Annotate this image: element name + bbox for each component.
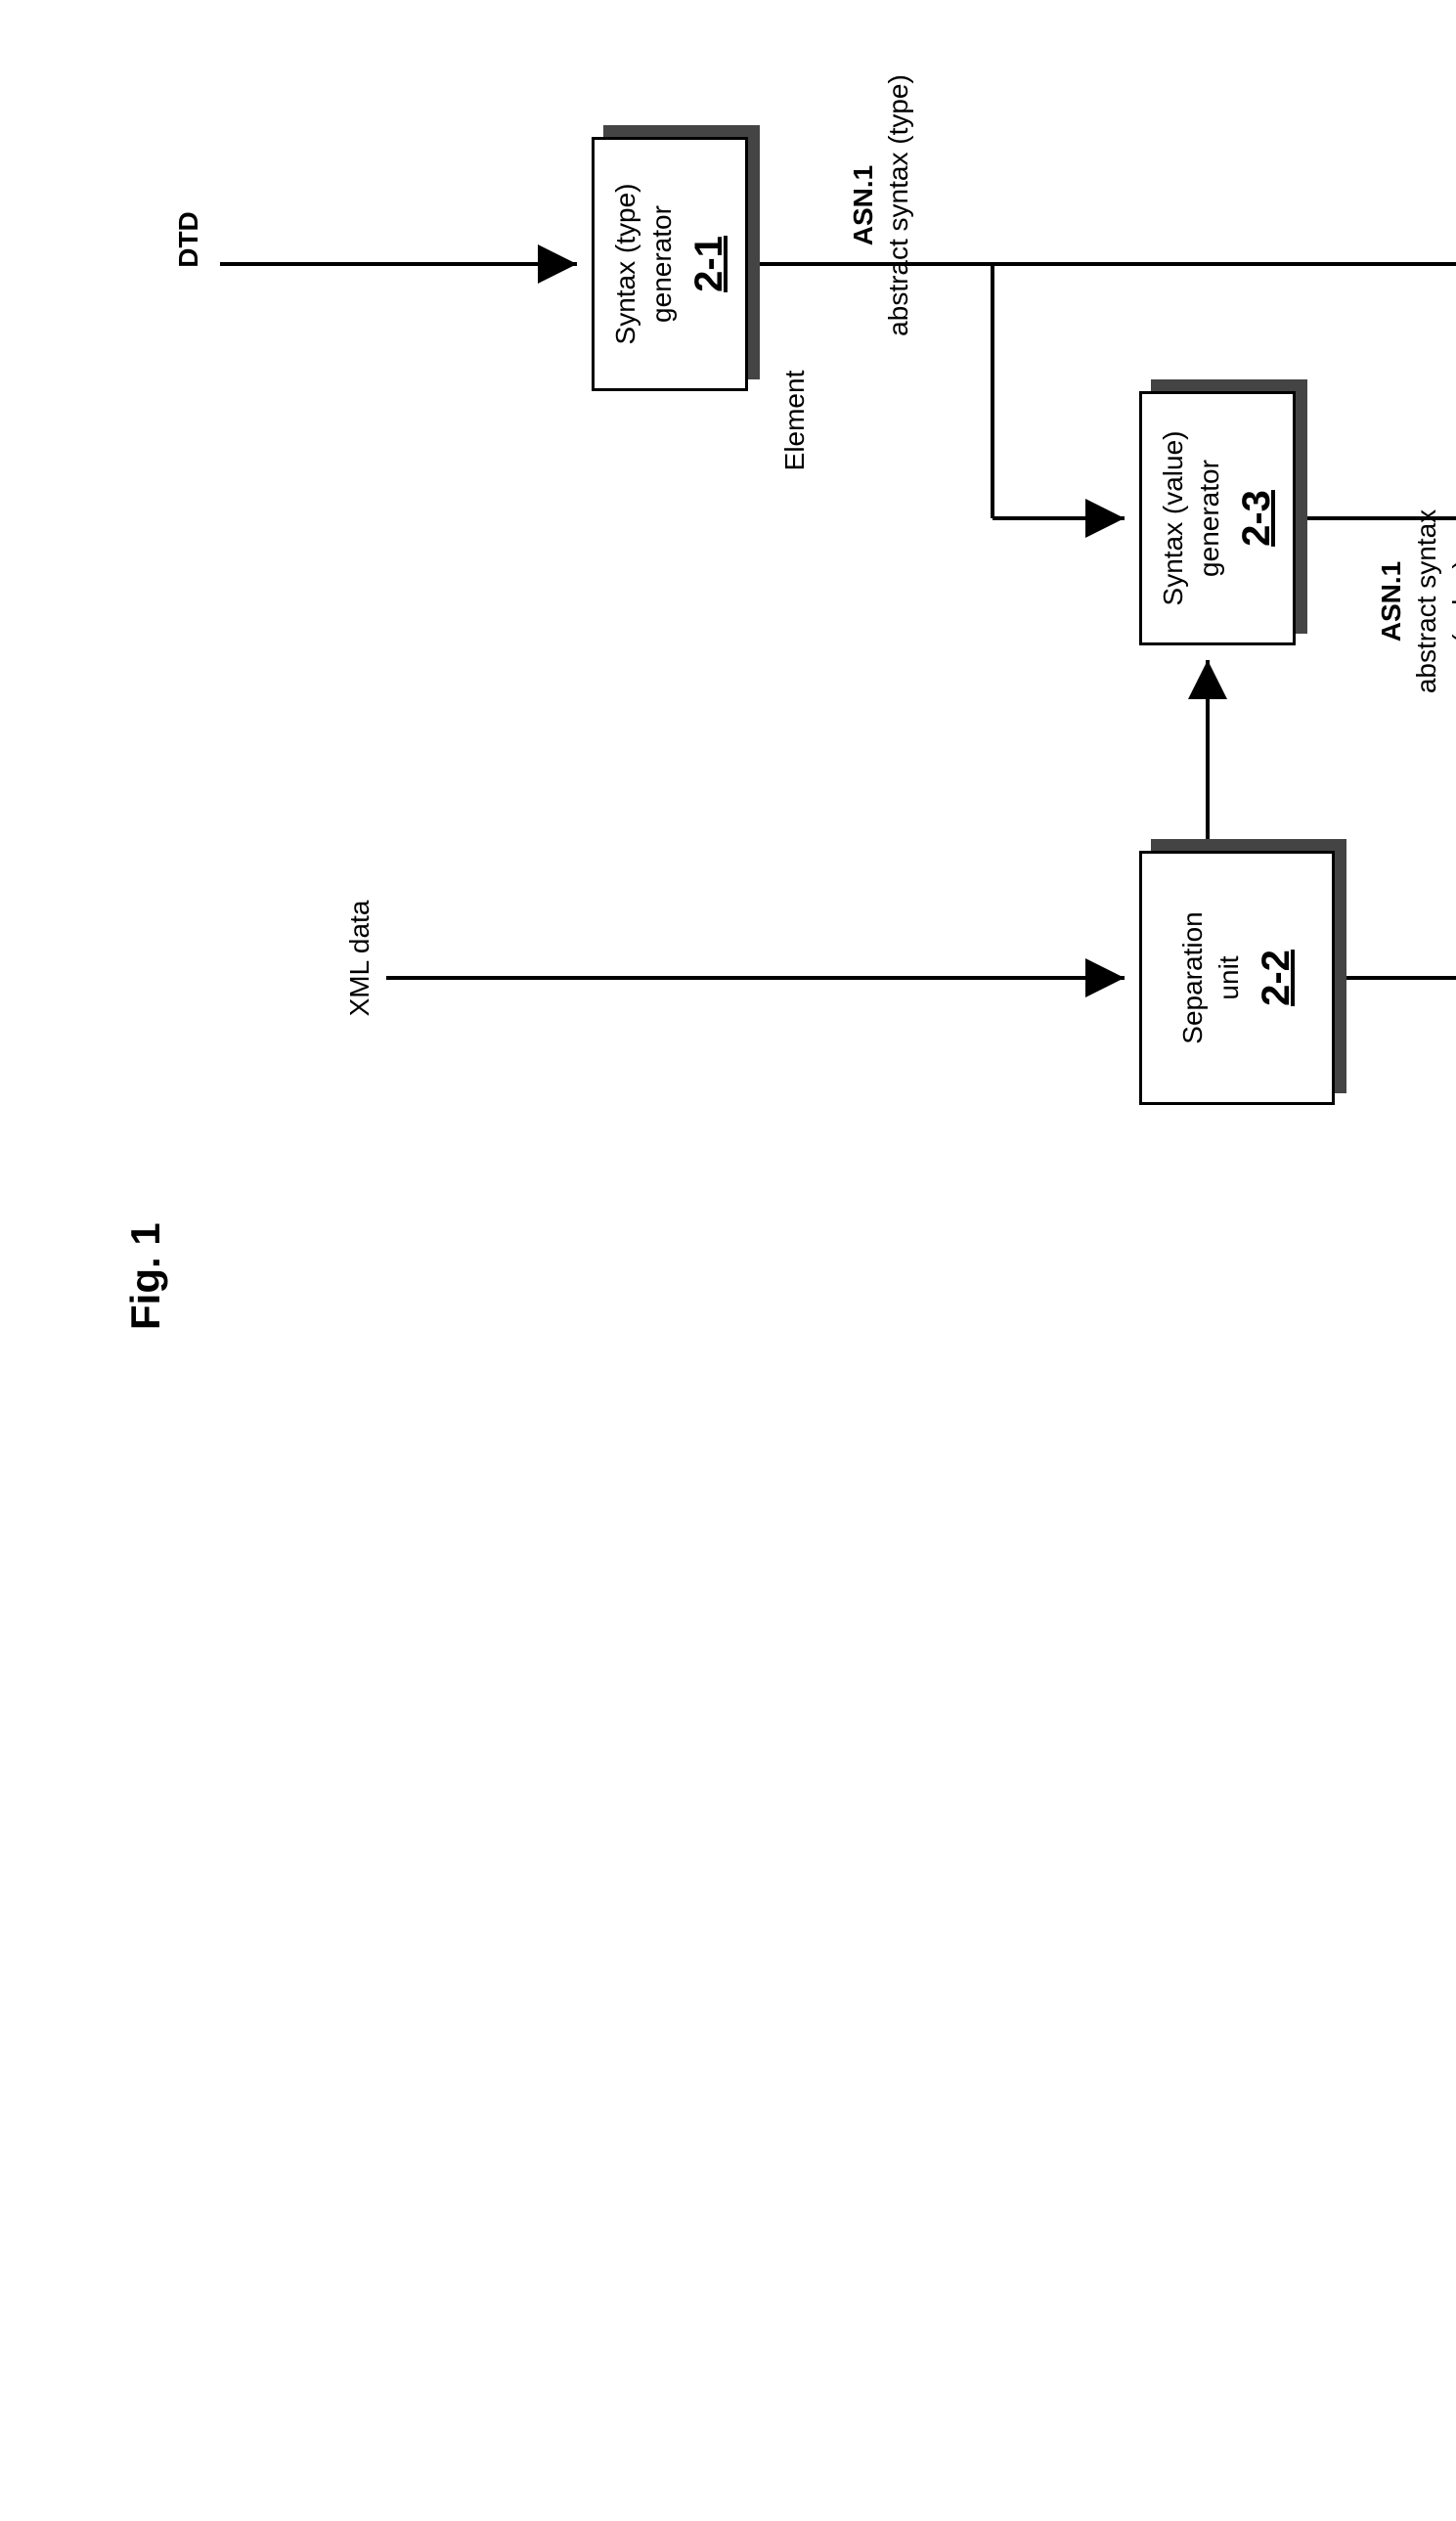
n23-id: 2-3 xyxy=(1234,490,1278,547)
n21: Syntax (type)generator2-1 xyxy=(592,137,748,391)
n21-id: 2-1 xyxy=(686,236,730,292)
figure-label: Fig. 1 xyxy=(122,1222,169,1330)
n22-title: Separationunit xyxy=(1175,911,1247,1043)
l_asn1t: ASN.1abstract syntax (type) xyxy=(846,39,917,372)
l_xml: XML data xyxy=(342,880,377,1037)
n23-title: Syntax (value)generator xyxy=(1156,431,1227,606)
l_elem: Element xyxy=(777,352,813,489)
l_dtd: DTD xyxy=(171,191,206,288)
n21-title: Syntax (type)generator xyxy=(608,184,680,345)
n22: Separationunit2-2 xyxy=(1139,851,1335,1105)
diagram-canvas: Syntax (type)generator2-1Separationunit2… xyxy=(44,39,1456,1408)
n23: Syntax (value)generator2-3 xyxy=(1139,391,1296,645)
n22-id: 2-2 xyxy=(1254,950,1298,1006)
l_asn1v: ASN.1abstract syntax (value) xyxy=(1374,499,1456,704)
